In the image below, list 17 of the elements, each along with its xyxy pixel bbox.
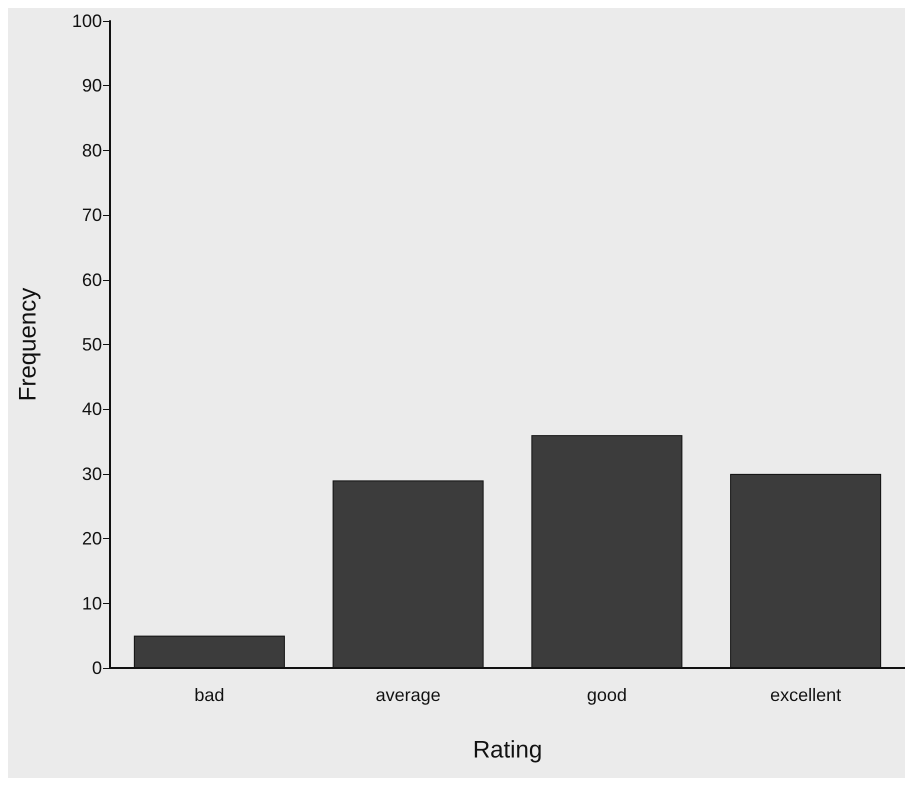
y-tick-label: 70 [82,205,102,226]
y-axis-title: Frequency [14,288,42,402]
y-tick-label: 0 [92,658,102,678]
y-tick-label: 50 [82,334,102,354]
y-tick-label: 30 [82,464,102,484]
x-tick-label: average [376,685,441,705]
y-tick-label: 80 [82,140,102,160]
y-tick-label: 60 [82,270,102,290]
y-tick-label: 40 [82,399,102,420]
x-tick-label: bad [194,685,224,705]
y-tick-label: 100 [72,11,102,31]
y-tick-label: 20 [82,528,102,549]
y-tick-label: 10 [82,593,102,614]
x-tick-label: good [586,685,627,705]
x-tick-label: excellent [770,685,842,705]
y-tick-label: 90 [82,76,102,96]
x-axis-title: Rating [472,736,542,764]
